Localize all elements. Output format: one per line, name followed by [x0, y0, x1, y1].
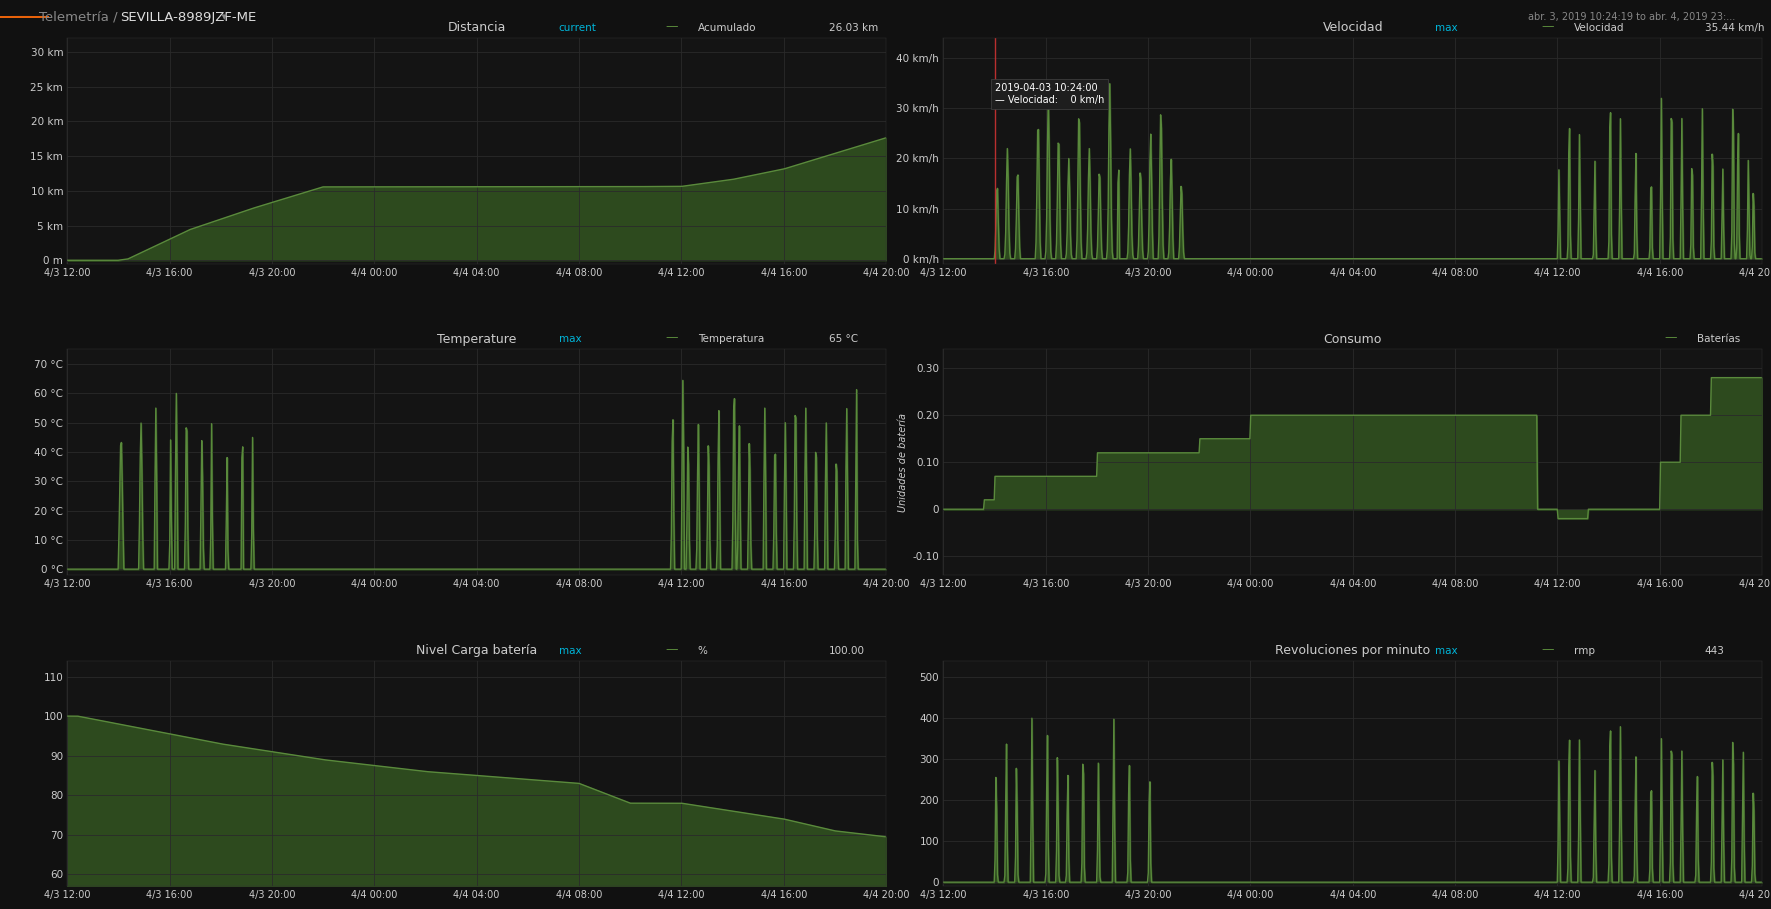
Text: max: max: [1435, 24, 1458, 34]
Text: rmp: rmp: [1574, 645, 1596, 655]
Text: —: —: [664, 643, 678, 655]
Text: —: —: [664, 20, 678, 34]
Text: current: current: [558, 24, 597, 34]
Text: —: —: [664, 332, 678, 345]
Text: Temperatura: Temperatura: [698, 335, 763, 345]
Text: Telemetría /: Telemetría /: [39, 11, 122, 24]
Text: —: —: [1541, 20, 1553, 34]
Text: Baterías: Baterías: [1697, 335, 1739, 345]
Text: ▾: ▾: [218, 12, 227, 23]
Text: abr. 3, 2019 10:24:19 to abr. 4, 2019 23:...: abr. 3, 2019 10:24:19 to abr. 4, 2019 23…: [1528, 12, 1736, 23]
Text: Acumulado: Acumulado: [698, 24, 756, 34]
Text: 26.03 km: 26.03 km: [829, 24, 878, 34]
Title: Distancia: Distancia: [448, 21, 507, 35]
Text: SEVILLA-8989JZF-ME: SEVILLA-8989JZF-ME: [120, 11, 257, 24]
Title: Velocidad: Velocidad: [1323, 21, 1383, 35]
Text: max: max: [1435, 645, 1458, 655]
Text: 443: 443: [1705, 645, 1725, 655]
Text: 100.00: 100.00: [829, 645, 864, 655]
Text: 35.44 km/h: 35.44 km/h: [1705, 24, 1764, 34]
Text: 2019-04-03 10:24:00
— Velocidad:    0 km/h: 2019-04-03 10:24:00 — Velocidad: 0 km/h: [995, 84, 1103, 105]
Title: Temperature: Temperature: [437, 333, 517, 345]
Y-axis label: Unidades de batería: Unidades de batería: [898, 413, 909, 512]
Text: max: max: [558, 645, 581, 655]
Text: %: %: [698, 645, 708, 655]
Title: Consumo: Consumo: [1323, 333, 1381, 345]
Title: Revoluciones por minuto: Revoluciones por minuto: [1275, 644, 1431, 657]
Text: —: —: [1541, 643, 1553, 655]
Title: Nivel Carga batería: Nivel Carga batería: [416, 644, 537, 657]
Text: max: max: [558, 335, 581, 345]
Text: Velocidad: Velocidad: [1574, 24, 1624, 34]
Text: 65 °C: 65 °C: [829, 335, 857, 345]
Text: —: —: [1665, 332, 1677, 345]
